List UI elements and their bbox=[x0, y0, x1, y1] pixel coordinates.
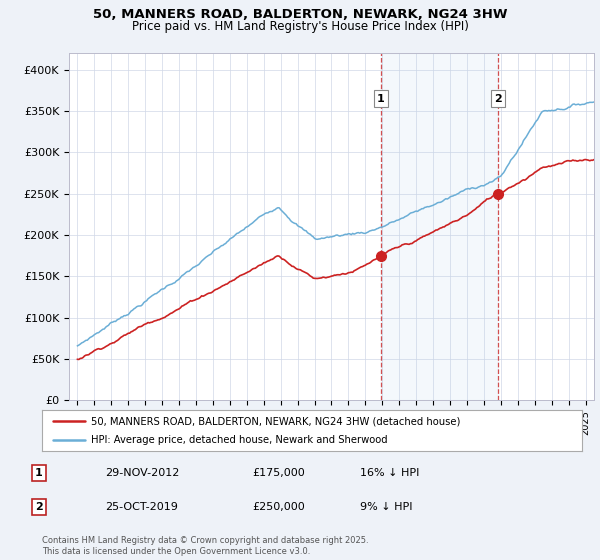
Text: 25-OCT-2019: 25-OCT-2019 bbox=[105, 502, 178, 512]
Text: HPI: Average price, detached house, Newark and Sherwood: HPI: Average price, detached house, Newa… bbox=[91, 435, 387, 445]
Text: Contains HM Land Registry data © Crown copyright and database right 2025.
This d: Contains HM Land Registry data © Crown c… bbox=[42, 536, 368, 556]
Text: £250,000: £250,000 bbox=[252, 502, 305, 512]
Text: 1: 1 bbox=[35, 468, 43, 478]
Text: 29-NOV-2012: 29-NOV-2012 bbox=[105, 468, 179, 478]
Text: 16% ↓ HPI: 16% ↓ HPI bbox=[360, 468, 419, 478]
Text: 50, MANNERS ROAD, BALDERTON, NEWARK, NG24 3HW: 50, MANNERS ROAD, BALDERTON, NEWARK, NG2… bbox=[93, 8, 507, 21]
Text: 9% ↓ HPI: 9% ↓ HPI bbox=[360, 502, 413, 512]
Text: 1: 1 bbox=[377, 94, 385, 104]
Text: 2: 2 bbox=[494, 94, 502, 104]
Bar bbox=[381, 53, 498, 400]
Text: £175,000: £175,000 bbox=[252, 468, 305, 478]
Text: Price paid vs. HM Land Registry's House Price Index (HPI): Price paid vs. HM Land Registry's House … bbox=[131, 20, 469, 32]
Text: 50, MANNERS ROAD, BALDERTON, NEWARK, NG24 3HW (detached house): 50, MANNERS ROAD, BALDERTON, NEWARK, NG2… bbox=[91, 417, 460, 426]
Text: 2: 2 bbox=[35, 502, 43, 512]
